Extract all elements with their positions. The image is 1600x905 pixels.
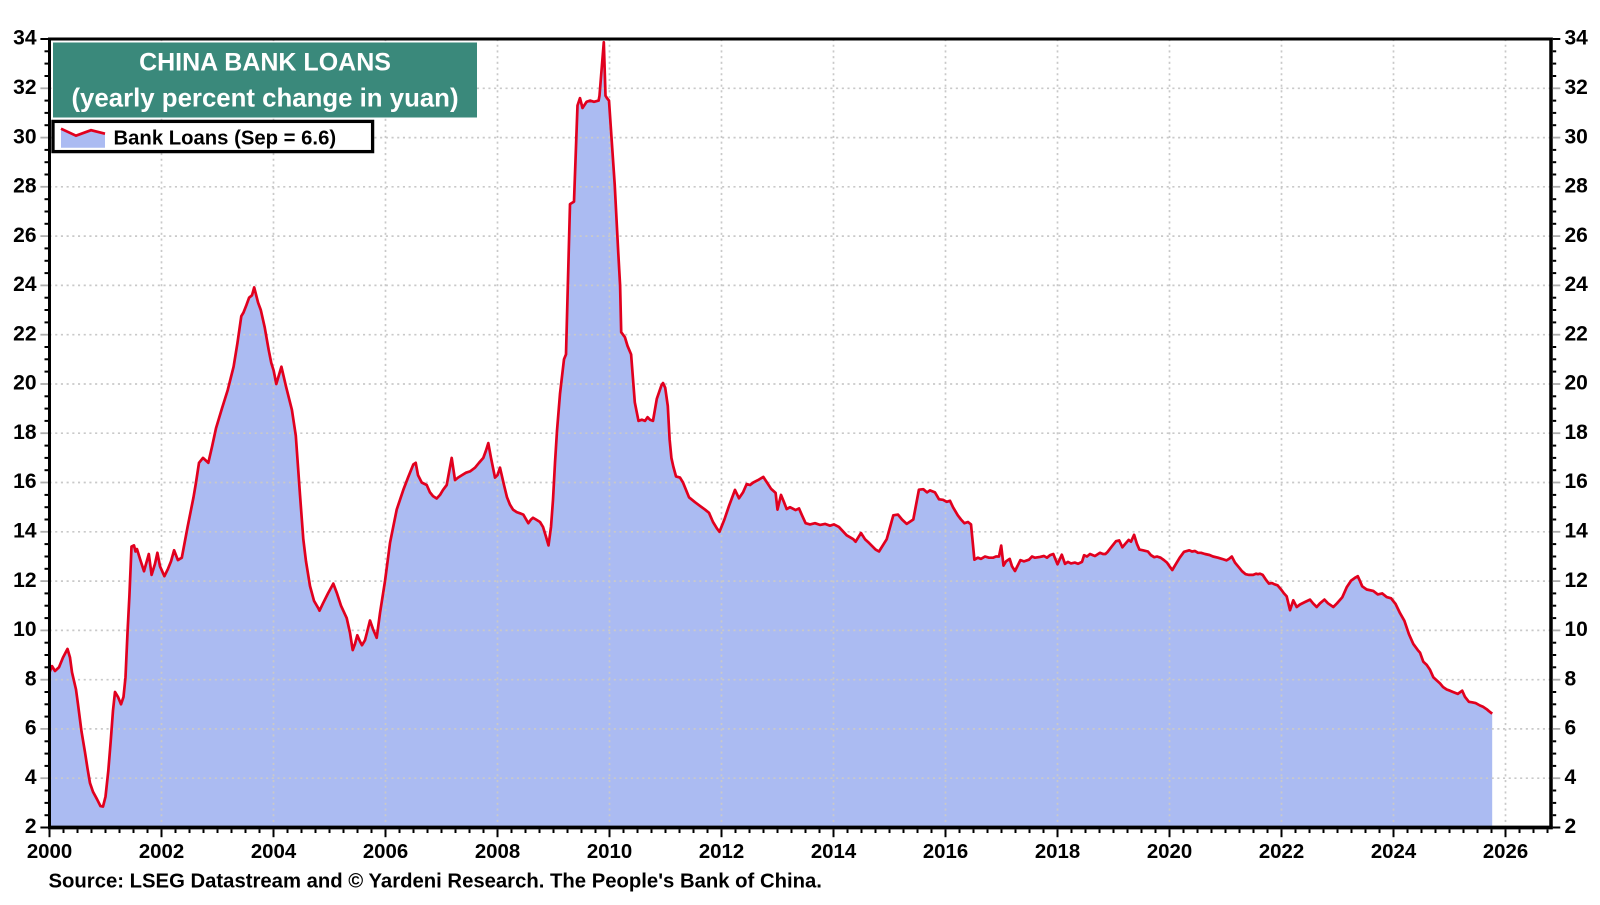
svg-text:30: 30 [1565,125,1588,148]
svg-text:18: 18 [1565,421,1589,444]
svg-text:30: 30 [13,125,36,148]
svg-text:8: 8 [25,667,37,690]
svg-text:6: 6 [1565,717,1577,740]
svg-text:16: 16 [13,470,36,493]
svg-text:6: 6 [25,717,37,740]
svg-text:32: 32 [1565,76,1588,99]
svg-text:2: 2 [1565,815,1577,838]
svg-text:2026: 2026 [1483,841,1528,863]
svg-text:10: 10 [13,618,36,641]
svg-text:4: 4 [25,766,37,789]
svg-text:Source: LSEG Datastream and ©: Source: LSEG Datastream and © Yardeni Re… [49,871,822,893]
svg-text:32: 32 [13,76,36,99]
svg-text:2016: 2016 [923,841,968,863]
svg-text:(yearly percent change in yuan: (yearly percent change in yuan) [71,85,458,113]
svg-text:CHINA BANK LOANS: CHINA BANK LOANS [139,49,391,77]
svg-text:2022: 2022 [1259,841,1304,863]
svg-text:2010: 2010 [587,841,632,863]
svg-text:4: 4 [1565,766,1577,789]
svg-text:2008: 2008 [475,841,520,863]
svg-text:2000: 2000 [27,841,72,863]
svg-text:34: 34 [1565,27,1589,50]
svg-text:20: 20 [13,372,36,395]
svg-text:2018: 2018 [1035,841,1080,863]
svg-text:24: 24 [1565,273,1589,296]
svg-text:Bank Loans (Sep = 6.6): Bank Loans (Sep = 6.6) [114,128,337,150]
svg-text:2004: 2004 [251,841,297,863]
svg-text:16: 16 [1565,470,1588,493]
svg-text:2024: 2024 [1371,841,1417,863]
svg-text:2002: 2002 [139,841,184,863]
svg-text:2: 2 [25,815,37,838]
svg-text:12: 12 [13,569,36,592]
svg-text:2014: 2014 [811,841,857,863]
svg-text:22: 22 [13,322,36,345]
svg-text:10: 10 [1565,618,1588,641]
svg-text:8: 8 [1565,667,1577,690]
svg-text:26: 26 [13,224,36,247]
svg-text:22: 22 [1565,322,1588,345]
svg-text:26: 26 [1565,224,1588,247]
svg-text:34: 34 [13,27,37,50]
svg-text:18: 18 [13,421,37,444]
svg-text:2020: 2020 [1147,841,1192,863]
svg-text:24: 24 [13,273,37,296]
svg-text:28: 28 [1565,175,1589,198]
svg-text:28: 28 [13,175,37,198]
svg-text:14: 14 [1565,520,1589,543]
svg-text:2006: 2006 [363,841,408,863]
svg-text:12: 12 [1565,569,1588,592]
svg-text:14: 14 [13,520,37,543]
svg-text:20: 20 [1565,372,1588,395]
svg-text:2012: 2012 [699,841,744,863]
